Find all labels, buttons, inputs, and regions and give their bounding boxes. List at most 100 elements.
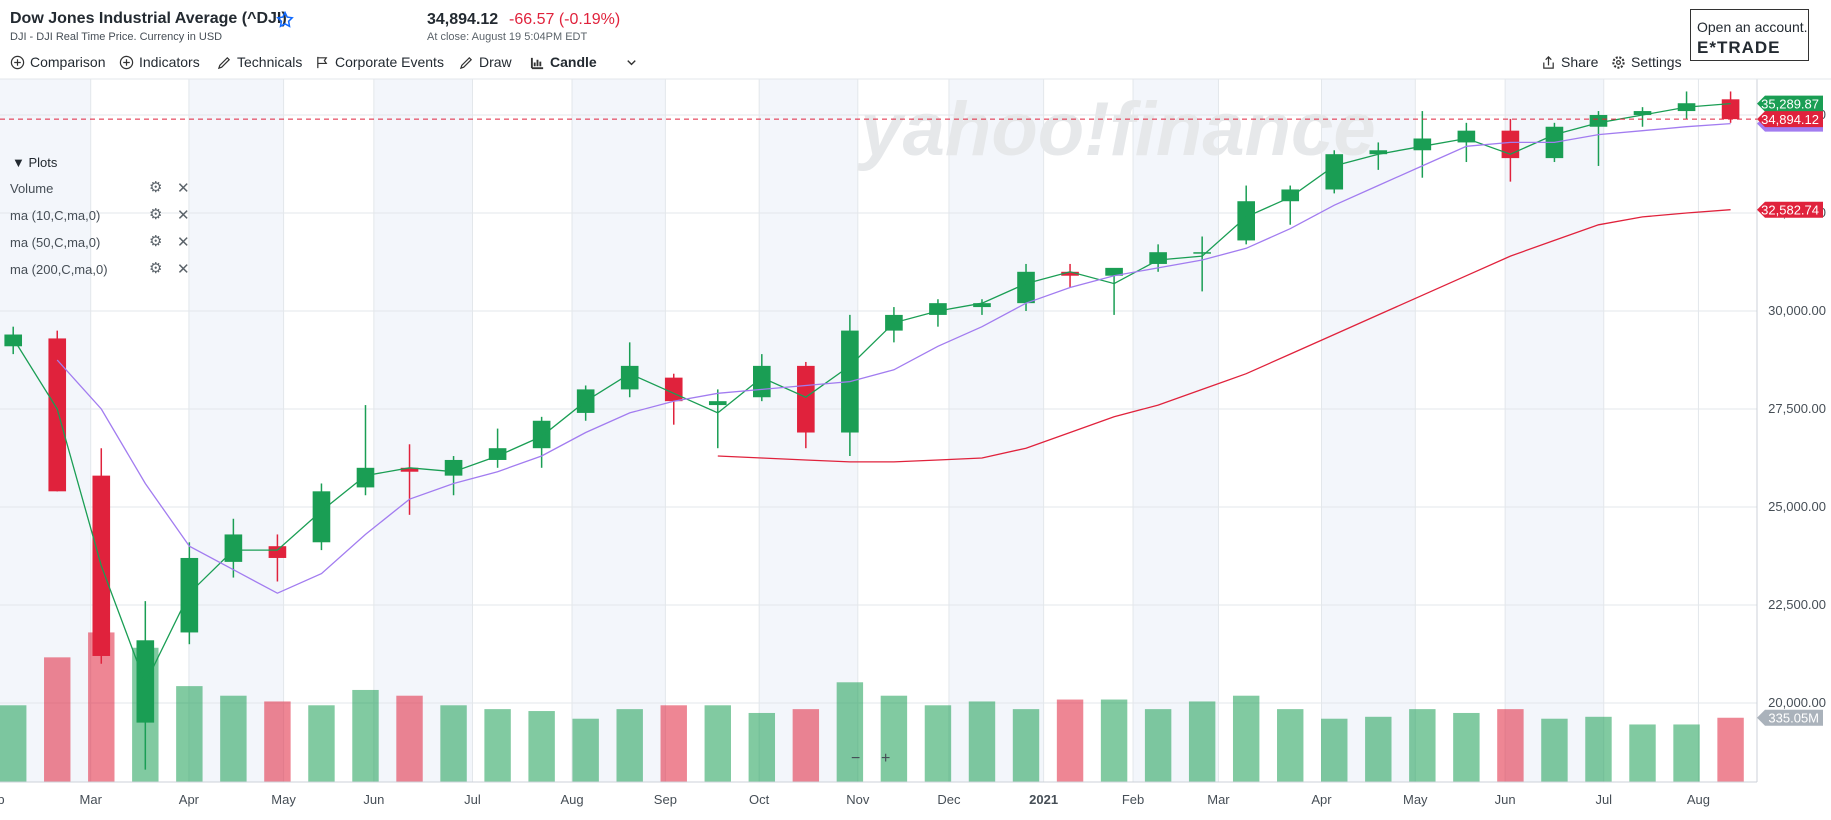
price-tag <box>1757 111 1823 128</box>
plot-settings[interactable]: ⚙ <box>149 206 163 223</box>
price-tag-label: 32,582.74 <box>1761 203 1819 218</box>
candle-body <box>532 420 551 449</box>
candle-body <box>1413 138 1432 151</box>
close-time: At close: August 19 5:04PM EDT <box>427 31 588 43</box>
candle-body <box>1501 130 1520 159</box>
candle-body <box>1193 252 1211 254</box>
x-tick-label: Apr <box>1311 792 1332 807</box>
quote-subtitle: DJI - DJI Real Time Price. Currency in U… <box>10 31 223 43</box>
indicators-button[interactable]: Indicators <box>119 54 200 70</box>
volume-bar <box>484 709 511 782</box>
price: 34,894.12 <box>427 11 499 28</box>
volume-bar <box>1100 699 1128 782</box>
plot-settings[interactable]: ⚙ <box>149 260 163 277</box>
volume-bar <box>1365 716 1392 782</box>
x-tick-label: May <box>271 792 296 807</box>
month-band <box>1321 79 1416 782</box>
plot-name: ma (50,C,ma,0) <box>10 235 101 250</box>
price-tag <box>1757 201 1823 218</box>
label: Share <box>1561 54 1599 70</box>
candle-body <box>620 365 639 390</box>
x-tick-label: Aug <box>1687 792 1710 807</box>
candle-body <box>356 467 375 488</box>
ad-brand: E*TRADE <box>1697 38 1781 57</box>
candle-body <box>400 467 419 472</box>
candle-body <box>753 365 771 398</box>
x-tick-label: Sep <box>654 792 677 807</box>
plot-settings[interactable]: ⚙ <box>149 233 163 250</box>
share-button[interactable]: Share <box>1541 54 1598 70</box>
candle-body <box>488 448 507 460</box>
volume-bar <box>176 686 203 782</box>
candle-body <box>136 640 155 723</box>
candle-body <box>224 534 243 562</box>
quote-title: Dow Jones Industrial Average (^DJI) <box>10 10 287 27</box>
plot-remove[interactable]: ✕ <box>177 261 190 278</box>
comparison-button[interactable]: Comparison <box>10 54 105 70</box>
ma-line <box>56 122 1731 594</box>
label: Plots <box>28 155 58 170</box>
volume-bar <box>1277 709 1304 782</box>
price-tag <box>1757 95 1823 112</box>
plot-name: ma (200,C,ma,0) <box>10 262 108 277</box>
candle-body <box>4 334 23 347</box>
volume-bar <box>308 705 335 782</box>
x-tick-label: Jul <box>1595 792 1612 807</box>
x-tick-label: Jun <box>1495 792 1516 807</box>
volume-bar <box>1717 717 1744 782</box>
label: Technicals <box>237 54 303 70</box>
plot-remove[interactable]: ✕ <box>177 180 190 197</box>
ma-line <box>12 102 1731 686</box>
candle-body <box>180 557 199 633</box>
y-tick-label: 27,500.00 <box>1768 401 1826 416</box>
volume-bar <box>1629 724 1656 782</box>
volume-bar <box>396 695 423 782</box>
candle-body <box>1369 150 1388 155</box>
volume-bar <box>1541 718 1568 782</box>
volume-bar <box>572 718 599 782</box>
candle-body <box>1017 271 1035 304</box>
price-tag-label: 335.05M <box>1768 711 1819 726</box>
label: Comparison <box>30 54 106 70</box>
volume-bar <box>528 711 555 782</box>
x-tick-label: Dec <box>937 792 961 807</box>
watchlist-star[interactable] <box>276 11 294 29</box>
candle-body <box>973 303 991 308</box>
label: Corporate Events <box>335 54 444 70</box>
events-button[interactable]: Corporate Events <box>315 54 444 70</box>
volume-bar <box>792 709 820 782</box>
x-tick-label: Aug <box>560 792 583 807</box>
chart-type-button[interactable]: Candle <box>530 54 639 70</box>
volume-bar <box>1497 709 1524 782</box>
x-tick-label: Apr <box>179 792 200 807</box>
draw-button[interactable]: Draw <box>459 54 512 70</box>
plots-header[interactable]: ▼ Plots <box>12 155 58 170</box>
price-change: -66.57 (-0.19%) <box>509 11 621 28</box>
settings-button[interactable]: Settings <box>1611 54 1682 70</box>
volume-bar <box>616 709 643 782</box>
volume-bar <box>1409 709 1436 782</box>
x-tick-label: May <box>1403 792 1428 807</box>
volume-bar <box>748 712 776 782</box>
zoom-in[interactable]: + <box>881 750 891 767</box>
label: Settings <box>1631 54 1682 70</box>
ad-box[interactable]: Open an account. E*TRADE <box>1690 9 1809 61</box>
zoom-out[interactable]: − <box>851 750 861 767</box>
volume-bar <box>880 695 908 782</box>
candle-body <box>797 365 815 433</box>
x-tick-label: Feb <box>0 792 5 807</box>
plot-remove[interactable]: ✕ <box>177 234 190 251</box>
technicals-button[interactable]: Technicals <box>217 54 302 70</box>
volume-bar <box>1144 709 1172 782</box>
month-band <box>948 79 1044 782</box>
candle-body <box>268 546 287 558</box>
candle-body <box>664 377 683 402</box>
price-tag-label: 34,894.12 <box>1761 112 1819 127</box>
volume-bar <box>44 657 71 782</box>
plot-settings[interactable]: ⚙ <box>149 179 163 196</box>
x-tick-label: 2021 <box>1029 792 1058 807</box>
plot-remove[interactable]: ✕ <box>177 207 190 224</box>
x-tick-label: Oct <box>749 792 770 807</box>
